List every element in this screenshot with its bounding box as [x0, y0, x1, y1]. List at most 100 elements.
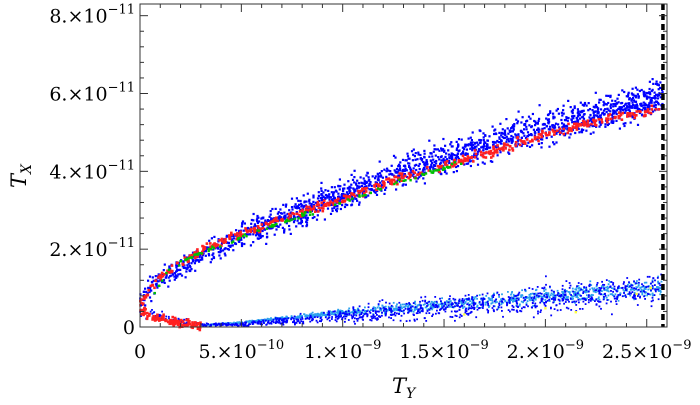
data-point — [419, 310, 422, 313]
data-point — [351, 311, 353, 314]
data-point — [272, 318, 275, 321]
x-tick-label: 2.5×10−9 — [602, 338, 692, 363]
data-point — [562, 125, 565, 128]
data-point — [201, 258, 204, 261]
data-point — [496, 291, 499, 294]
data-point — [545, 117, 548, 120]
data-point — [553, 116, 556, 119]
data-point — [512, 297, 515, 300]
data-point — [652, 299, 654, 302]
data-point — [387, 177, 390, 181]
data-point — [534, 293, 537, 296]
data-point — [478, 302, 481, 304]
data-point — [238, 236, 241, 240]
data-point — [147, 287, 150, 290]
data-point — [190, 324, 193, 327]
data-point — [374, 182, 378, 186]
data-point — [456, 152, 459, 155]
data-point — [486, 139, 489, 142]
data-point — [514, 295, 516, 297]
data-point — [530, 125, 534, 128]
data-point — [607, 117, 610, 121]
data-point — [298, 213, 302, 217]
data-point — [451, 302, 454, 305]
data-point — [447, 304, 450, 307]
data-point — [562, 123, 565, 126]
data-point — [358, 305, 361, 308]
data-point — [586, 121, 589, 125]
data-point — [640, 88, 643, 92]
data-point — [630, 99, 633, 102]
data-point — [343, 205, 347, 209]
data-point — [456, 155, 459, 158]
data-point — [537, 136, 541, 139]
data-point — [498, 300, 501, 303]
data-point — [381, 186, 385, 189]
data-point — [490, 295, 493, 298]
data-point — [525, 125, 528, 128]
data-point — [442, 137, 445, 141]
data-point — [576, 111, 579, 114]
data-point — [613, 288, 616, 291]
data-point — [552, 301, 555, 304]
data-point — [616, 295, 619, 298]
data-point — [485, 151, 488, 154]
data-point — [486, 145, 489, 148]
data-point — [241, 221, 244, 225]
data-point — [358, 195, 361, 198]
data-point — [627, 108, 630, 111]
data-point — [234, 322, 237, 325]
data-point — [356, 179, 359, 182]
data-point — [260, 223, 264, 226]
data-point — [512, 128, 515, 131]
data-point — [654, 290, 657, 293]
data-point — [537, 312, 539, 315]
data-point — [399, 303, 402, 306]
data-point — [420, 306, 422, 309]
data-point — [628, 102, 631, 105]
data-point — [440, 147, 443, 150]
data-point — [201, 250, 204, 254]
data-point — [194, 321, 197, 324]
data-point — [422, 160, 425, 164]
data-point — [509, 137, 512, 140]
data-point — [514, 141, 518, 144]
data-point — [144, 296, 148, 299]
data-point — [277, 211, 280, 214]
data-point — [516, 294, 519, 297]
data-point — [462, 307, 464, 309]
data-point — [486, 308, 489, 311]
data-point — [302, 194, 305, 197]
data-point — [446, 306, 449, 308]
data-point — [444, 163, 447, 166]
data-point — [395, 167, 399, 171]
data-point — [432, 303, 434, 306]
data-point — [213, 235, 216, 238]
data-point — [590, 296, 593, 299]
data-point — [301, 316, 304, 319]
data-point — [384, 188, 387, 191]
data-point — [282, 321, 285, 323]
data-point — [458, 149, 461, 152]
data-point — [176, 320, 179, 324]
data-point — [580, 294, 582, 297]
data-point — [612, 282, 615, 284]
data-point — [430, 161, 434, 164]
data-point — [401, 184, 404, 187]
data-point — [357, 309, 360, 312]
data-point — [472, 301, 475, 304]
data-point — [231, 324, 234, 327]
data-point — [341, 199, 344, 202]
data-point — [566, 125, 569, 128]
data-point — [265, 232, 269, 235]
data-point — [326, 311, 329, 314]
data-point — [502, 298, 505, 301]
data-point — [275, 222, 278, 226]
data-point — [473, 147, 476, 150]
data-point — [553, 292, 555, 295]
data-point — [186, 264, 189, 267]
data-point — [373, 309, 376, 312]
data-point — [413, 171, 416, 175]
data-point — [353, 169, 356, 172]
data-point — [506, 301, 508, 304]
